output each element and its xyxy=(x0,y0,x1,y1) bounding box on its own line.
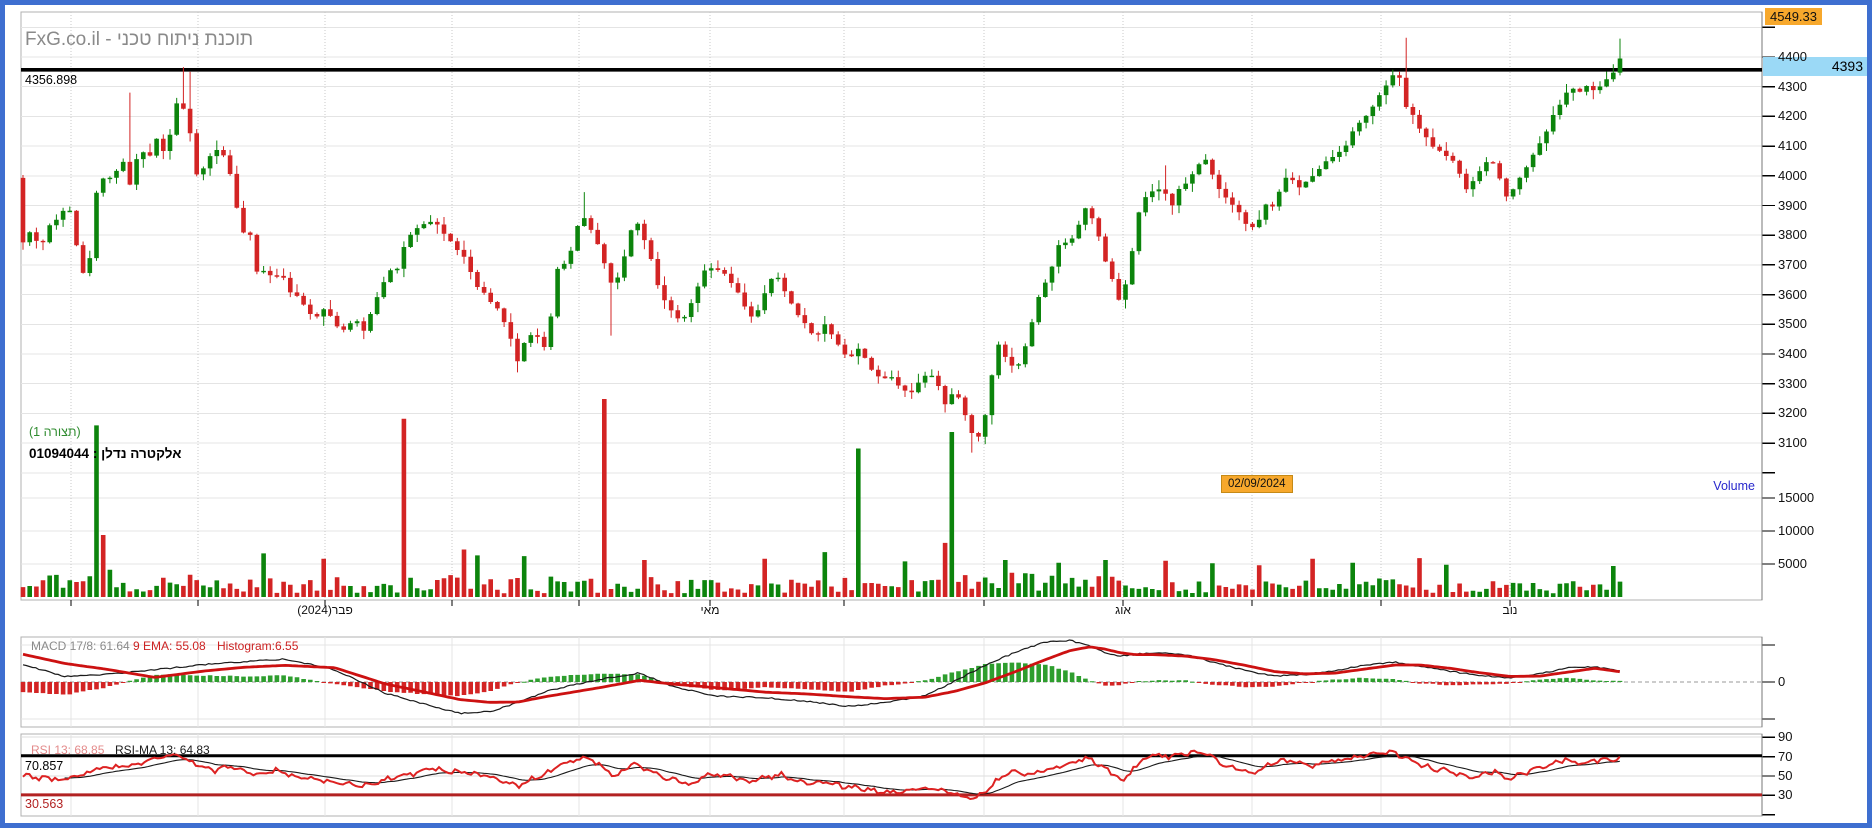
last-price-flag: 4393 xyxy=(1763,57,1867,76)
date-flag: 02/09/2024 xyxy=(1221,475,1293,493)
price-tick-label: 3700 xyxy=(1778,256,1807,272)
price-tick-label: 3500 xyxy=(1778,316,1807,332)
price-tick-label: 4300 xyxy=(1778,78,1807,94)
macd-zero-tick-label: 0 xyxy=(1778,674,1786,689)
rsi-tick-label: 70 xyxy=(1778,748,1793,764)
price-tick-label: 4000 xyxy=(1778,167,1807,183)
rsi-tick-label: 30 xyxy=(1778,787,1793,803)
rsi-tick-label: 50 xyxy=(1778,768,1793,783)
macd-histogram-label: Histogram:6.55 xyxy=(217,639,299,653)
volume-tick-label: 10000 xyxy=(1778,523,1815,538)
x-axis-month-label: פבר(2024) xyxy=(297,603,353,617)
volume-axis-title: Volume xyxy=(1713,479,1755,493)
candles xyxy=(20,37,1623,453)
resistance-level-label: 4356.898 xyxy=(25,73,78,87)
chart-canvas[interactable] xyxy=(5,5,1867,823)
rsi-panel-graphics xyxy=(21,749,1762,801)
rsi-ma-header-label: RSI-MA 13: 64.83 xyxy=(115,743,210,757)
macd-header-label: MACD 17/8: 61.64 xyxy=(31,639,130,653)
price-tick-label: 3400 xyxy=(1778,346,1807,361)
macd-ema-label: 9 EMA: 55.08 xyxy=(133,639,206,653)
price-tick-label: 3200 xyxy=(1778,405,1807,421)
x-axis-month-label: נוב xyxy=(1502,603,1518,617)
price-tick-label: 3100 xyxy=(1778,435,1807,451)
instrument-name-label: אלקטרה נדלן : 01094044 xyxy=(29,446,182,461)
config-label: (תצורה 1) xyxy=(29,425,81,439)
rsi-upper-band-label: 70.857 xyxy=(25,759,64,773)
volume-bars xyxy=(20,399,1623,597)
price-tick-label: 4400 xyxy=(1778,49,1807,64)
x-axis-month-label: מאי xyxy=(700,603,720,617)
price-tick-label: 4200 xyxy=(1778,108,1807,124)
volume-tick-label: 15000 xyxy=(1778,490,1815,505)
rsi-header-label: RSI 13: 68.85 xyxy=(31,743,105,757)
macd-panel-graphics xyxy=(20,639,1762,715)
volume-tick-label: 5000 xyxy=(1778,556,1807,571)
app-title: FxG.co.il - תוכנת ניתוח טכני xyxy=(25,29,254,50)
price-tick-label: 3800 xyxy=(1778,227,1807,243)
rsi-lower-band-label: 30.563 xyxy=(25,797,64,811)
price-tick-label: 3600 xyxy=(1778,286,1807,302)
x-axis-month-label: אוג xyxy=(1115,603,1131,617)
price-tick-label: 3300 xyxy=(1778,375,1807,391)
high-price-flag: 4549.33 xyxy=(1765,8,1822,25)
rsi-tick-label: 90 xyxy=(1778,729,1793,745)
price-tick-label: 4100 xyxy=(1778,138,1807,154)
price-tick-label: 3900 xyxy=(1778,197,1807,213)
